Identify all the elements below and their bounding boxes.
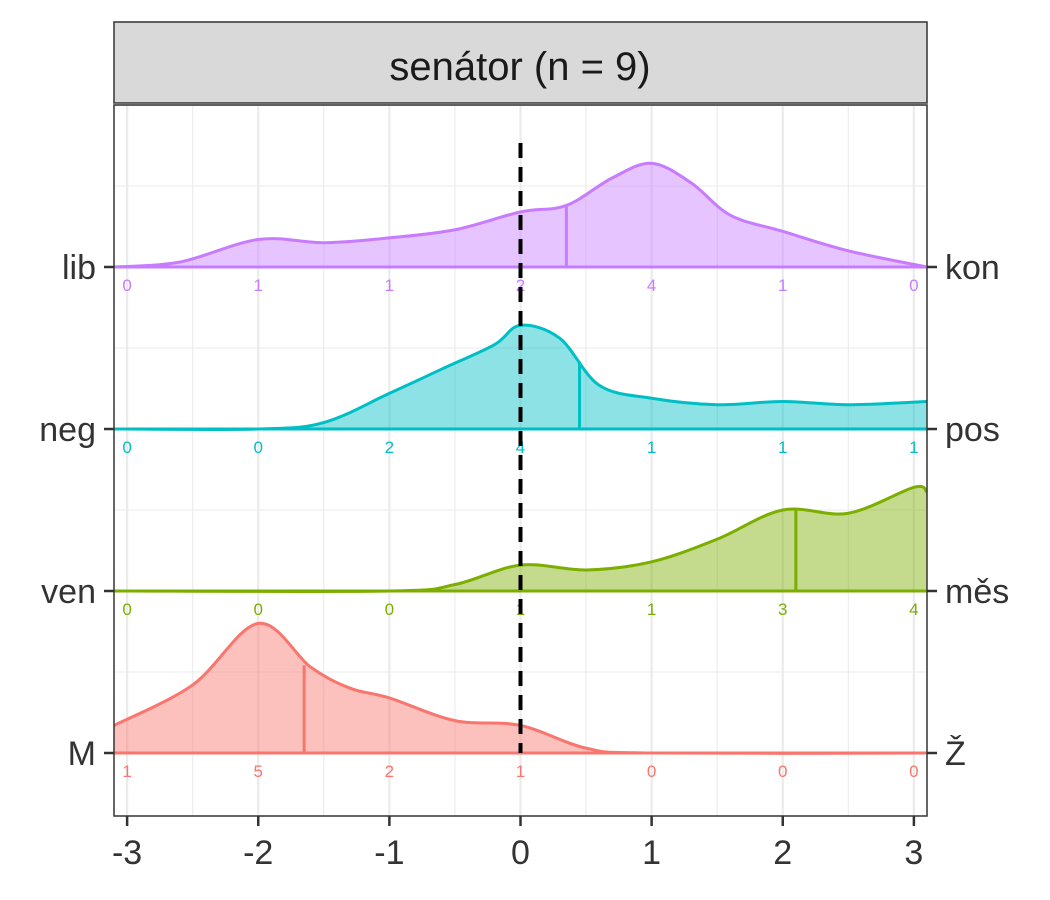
y-tick-label-left: lib: [62, 249, 96, 287]
count-label: 0: [909, 762, 918, 781]
ridge-neg: [113, 323, 928, 431]
count-label: 0: [385, 600, 394, 619]
y-tick-label-right: pos: [945, 411, 1000, 449]
count-label: 1: [778, 276, 787, 295]
y-tick-label-right: kon: [945, 249, 1000, 287]
density-line: [113, 161, 928, 269]
count-label: 0: [122, 276, 131, 295]
count-label: 0: [778, 762, 787, 781]
x-tick-label: -3: [112, 834, 142, 872]
count-label: 0: [254, 600, 263, 619]
count-label: 1: [909, 438, 918, 457]
count-label: 0: [122, 438, 131, 457]
y-tick-label-left: ven: [41, 573, 96, 611]
count-label: 1: [254, 276, 263, 295]
count-label: 2: [385, 438, 394, 457]
y-tick-label-right: Ž: [945, 735, 966, 773]
count-label: 4: [909, 600, 918, 619]
x-tick-label: 3: [904, 834, 923, 872]
count-label: 1: [778, 438, 787, 457]
count-label: 0: [647, 762, 656, 781]
count-label: 3: [778, 600, 787, 619]
y-tick-label-right: měs: [945, 573, 1009, 611]
count-label: 2: [385, 762, 394, 781]
count-labels: 0112410002411100011341521000: [122, 276, 918, 781]
count-label: 0: [909, 276, 918, 295]
count-label: 5: [254, 762, 263, 781]
facet-title: senátor (n = 9): [389, 45, 650, 89]
axes: lib kon neg pos ven měs M Ž -3 -2 -1 0 1 2 3: [39, 249, 1009, 872]
count-label: 1: [122, 762, 131, 781]
count-label: 2: [516, 276, 525, 295]
density-line: [113, 484, 928, 593]
x-tick-label: -2: [243, 834, 273, 872]
x-tick-label: 2: [773, 834, 792, 872]
y-tick-label-left: neg: [39, 411, 96, 449]
x-tick-label: -1: [374, 834, 404, 872]
density-fill: [114, 623, 927, 754]
x-tick-label: 1: [642, 834, 661, 872]
facet-strip: senátor (n = 9): [113, 21, 928, 104]
density-line: [113, 621, 928, 755]
x-tick-label: 0: [511, 834, 530, 872]
count-label: 4: [647, 276, 656, 295]
count-label: 0: [254, 438, 263, 457]
ridge-ven: [113, 484, 928, 593]
count-label: 1: [647, 438, 656, 457]
density-fill: [114, 486, 927, 592]
count-label: 1: [516, 762, 525, 781]
count-label: 0: [122, 600, 131, 619]
density-fill: [114, 325, 927, 430]
count-label: 4: [516, 438, 525, 457]
count-label: 1: [647, 600, 656, 619]
density-line: [113, 323, 928, 431]
y-tick-label-left: M: [68, 735, 96, 773]
count-label: 1: [385, 276, 394, 295]
